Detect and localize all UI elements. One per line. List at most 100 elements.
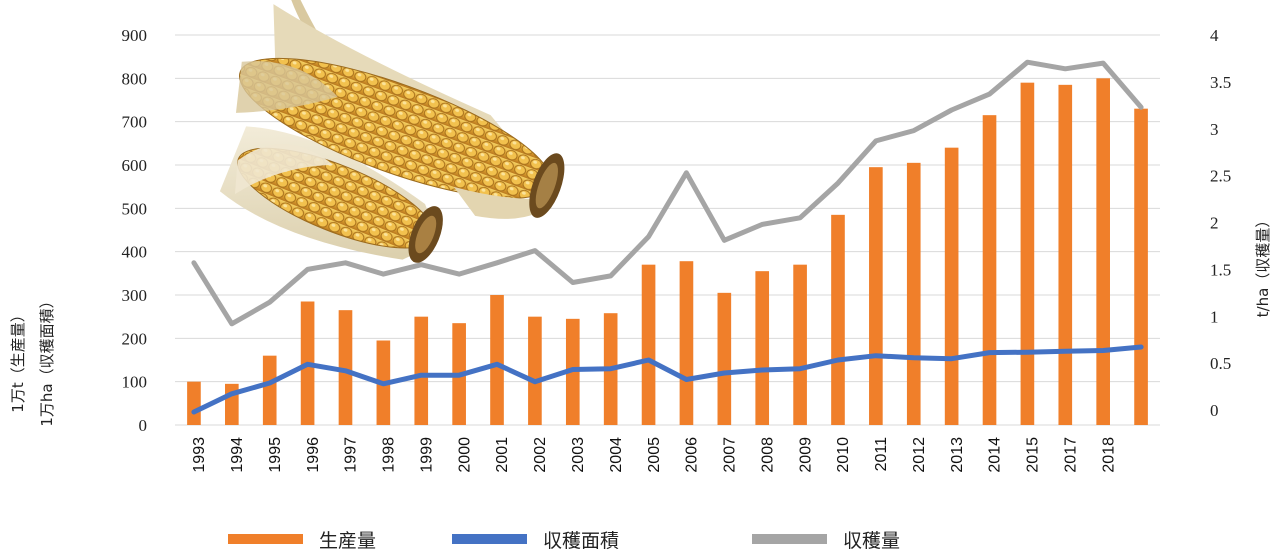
x-tick-1993: 1993: [191, 437, 208, 473]
bar-production-13: [679, 261, 694, 425]
left-axis-label-area: 1万ha（収穫面積）: [38, 293, 56, 426]
right-tick-4: 4: [1210, 26, 1219, 45]
point-yield-5: [382, 273, 384, 275]
right-axis-label-yield: t/ha（収穫量）: [1254, 213, 1272, 318]
x-axis-ticks: 1993 1994 1995 1996 1997 1998 1999 2000 2001 2002…: [191, 437, 1117, 473]
bar-production-9: [528, 316, 542, 425]
right-tick-2: 2: [1210, 214, 1219, 233]
point-yield-12: [648, 236, 650, 238]
line-series: [191, 59, 1144, 415]
x-tick-2005: 2005: [646, 437, 663, 473]
left-tick-800: 800: [122, 69, 148, 88]
point-area-20: [951, 358, 953, 360]
legend-swatch-area: [452, 534, 527, 544]
left-tick-0: 0: [139, 416, 148, 435]
bar-production-17: [831, 214, 845, 425]
x-tick-2008: 2008: [759, 437, 776, 473]
x-tick-1998: 1998: [381, 437, 398, 473]
x-tick-2003: 2003: [570, 437, 587, 473]
point-area-14: [723, 372, 725, 374]
point-area-13: [685, 379, 687, 380]
right-axis-ticks: 0 0.5 1 1.5 2 2.5 3 3.5 4: [1210, 26, 1231, 420]
x-tick-1996: 1996: [305, 437, 322, 473]
right-tick-2.5: 2.5: [1210, 167, 1231, 186]
bar-production-18: [869, 167, 883, 425]
x-tick-2011: 2011: [873, 437, 890, 472]
legend-item-area: 収穫面積: [452, 527, 620, 552]
point-yield-18: [875, 140, 877, 142]
point-area-9: [534, 381, 536, 383]
point-yield-22: [1026, 61, 1028, 63]
left-tick-100: 100: [122, 373, 148, 392]
x-tick-2017: 2017: [1063, 437, 1080, 473]
line-series-area: [191, 344, 1144, 415]
point-yield-19: [913, 130, 915, 132]
line-series-yield: [191, 59, 1144, 327]
bar-production-15: [755, 271, 770, 425]
point-area-5: [382, 383, 384, 385]
point-area-16: [799, 368, 801, 370]
point-yield-3: [307, 268, 309, 270]
bar-production-22: [1020, 82, 1035, 426]
point-yield-6: [420, 264, 422, 266]
point-area-6: [420, 374, 422, 376]
x-tick-2015: 2015: [1025, 437, 1042, 473]
point-yield-0: [193, 262, 195, 264]
point-yield-14: [723, 239, 725, 241]
x-tick-1994: 1994: [229, 437, 246, 473]
point-yield-9: [534, 250, 536, 252]
legend-label-production: 生産量: [319, 529, 377, 552]
bar-production-21: [982, 115, 997, 426]
point-area-8: [496, 363, 498, 365]
point-area-12: [648, 359, 650, 361]
right-tick-1: 1: [1210, 307, 1219, 326]
legend-label-area: 収穫面積: [543, 529, 620, 552]
point-yield-10: [572, 282, 574, 283]
point-yield-24: [1102, 62, 1104, 64]
right-tick-0: 0: [1210, 401, 1219, 420]
legend-item-yield: 収穫量: [752, 527, 901, 552]
legend-swatch-yield: [752, 534, 827, 544]
x-tick-2013: 2013: [949, 437, 966, 473]
legend-label-yield: 収穫量: [843, 529, 901, 552]
x-tick-2018: 2018: [1100, 437, 1117, 473]
point-area-22: [1026, 351, 1028, 353]
x-tick-1995: 1995: [267, 437, 284, 473]
point-area-0: [193, 411, 195, 413]
x-tick-2009: 2009: [797, 437, 814, 473]
x-tick-2014: 2014: [987, 437, 1004, 473]
left-tick-400: 400: [122, 243, 148, 262]
point-yield-23: [1064, 68, 1066, 70]
bar-production-14: [717, 292, 732, 425]
x-tick-2006: 2006: [684, 437, 701, 473]
point-area-25: [1140, 346, 1142, 348]
bar-production-23: [1058, 84, 1073, 425]
point-area-4: [344, 370, 346, 372]
right-tick-3.5: 3.5: [1210, 73, 1231, 92]
point-area-10: [572, 369, 574, 371]
point-yield-21: [989, 93, 991, 95]
point-yield-8: [496, 262, 498, 264]
legend-swatch-production: [228, 534, 303, 544]
bar-production-24: [1096, 78, 1110, 425]
point-area-23: [1064, 350, 1066, 352]
left-axis-label-production: 1万t（生産量）: [9, 307, 27, 412]
bar-production-16: [793, 264, 807, 425]
corn-cob-image: [219, 0, 565, 263]
x-tick-2001: 2001: [494, 437, 511, 473]
point-yield-20: [951, 109, 953, 111]
bar-production-0: [187, 381, 201, 425]
x-tick-1999: 1999: [418, 437, 435, 473]
left-tick-700: 700: [122, 113, 148, 132]
point-yield-1: [231, 323, 233, 325]
x-tick-2000: 2000: [456, 437, 473, 473]
bar-production-19: [906, 162, 921, 426]
bar-production-2: [262, 355, 277, 425]
bar-production-12: [641, 264, 656, 425]
bar-production-8: [490, 295, 504, 425]
point-area-17: [837, 359, 839, 361]
point-yield-4: [344, 262, 346, 264]
left-tick-600: 600: [122, 156, 148, 175]
bar-production-6: [414, 316, 429, 425]
